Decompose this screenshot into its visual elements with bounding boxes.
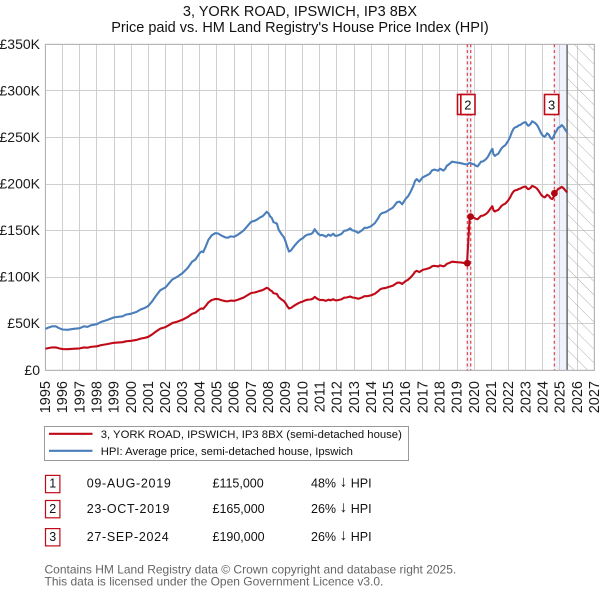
svg-text:2025: 2025 (553, 381, 569, 413)
svg-text:£350K: £350K (0, 36, 41, 52)
svg-text:3: 3 (548, 98, 555, 113)
svg-text:2: 2 (49, 502, 56, 516)
svg-text:09-AUG-2019: 09-AUG-2019 (87, 477, 172, 491)
svg-text:26% ↓ HPI: 26% ↓ HPI (311, 499, 372, 516)
svg-text:2020: 2020 (467, 381, 483, 413)
svg-text:£50K: £50K (7, 315, 40, 331)
svg-text:2013: 2013 (347, 381, 363, 413)
svg-text:Contains HM Land Registry data: Contains HM Land Registry data © Crown c… (45, 563, 457, 577)
svg-text:£150K: £150K (0, 222, 41, 238)
svg-text:£115,000: £115,000 (213, 477, 264, 491)
svg-text:2012: 2012 (330, 381, 346, 413)
svg-text:2005: 2005 (210, 381, 226, 413)
svg-text:2014: 2014 (364, 381, 380, 413)
svg-text:2024: 2024 (535, 381, 551, 413)
svg-text:3: 3 (49, 530, 56, 544)
svg-text:1: 1 (49, 477, 56, 491)
svg-text:2010: 2010 (295, 381, 311, 413)
svg-text:2: 2 (464, 98, 471, 113)
svg-text:£250K: £250K (0, 129, 41, 145)
svg-text:2018: 2018 (433, 381, 449, 413)
svg-text:26% ↓ HPI: 26% ↓ HPI (311, 527, 372, 544)
svg-text:23-OCT-2019: 23-OCT-2019 (87, 502, 170, 516)
svg-text:£300K: £300K (0, 82, 41, 98)
svg-text:HPI: Average price, semi-detac: HPI: Average price, semi-detached house,… (101, 446, 353, 458)
svg-text:2019: 2019 (450, 381, 466, 413)
svg-text:£200K: £200K (0, 176, 41, 192)
svg-text:1999: 1999 (107, 381, 123, 413)
svg-text:£100K: £100K (0, 269, 41, 285)
svg-text:£165,000: £165,000 (213, 502, 265, 516)
svg-text:48% ↓ HPI: 48% ↓ HPI (311, 474, 372, 491)
svg-text:1998: 1998 (89, 381, 105, 413)
svg-text:2022: 2022 (501, 381, 517, 413)
svg-text:2027: 2027 (587, 381, 600, 413)
svg-text:3, YORK ROAD, IPSWICH, IP3 8BX: 3, YORK ROAD, IPSWICH, IP3 8BX (183, 4, 418, 20)
svg-text:2004: 2004 (192, 381, 208, 413)
svg-text:2026: 2026 (570, 381, 586, 413)
svg-text:2015: 2015 (381, 381, 397, 413)
svg-text:1996: 1996 (55, 381, 71, 413)
svg-text:27-SEP-2024: 27-SEP-2024 (87, 530, 170, 544)
svg-text:2006: 2006 (227, 381, 243, 413)
svg-text:1997: 1997 (72, 381, 88, 413)
svg-text:This data is licensed under th: This data is licensed under the Open Gov… (45, 575, 384, 589)
svg-text:2000: 2000 (124, 381, 140, 413)
svg-text:2023: 2023 (518, 381, 534, 413)
svg-text:2016: 2016 (398, 381, 414, 413)
svg-text:2003: 2003 (175, 381, 191, 413)
svg-text:2021: 2021 (484, 381, 500, 413)
svg-text:2011: 2011 (312, 381, 328, 412)
svg-text:2002: 2002 (158, 381, 174, 413)
svg-text:2009: 2009 (278, 381, 294, 413)
svg-text:3, YORK ROAD, IPSWICH, IP3 8BX: 3, YORK ROAD, IPSWICH, IP3 8BX (semi-det… (101, 429, 402, 441)
svg-text:2008: 2008 (261, 381, 277, 413)
svg-text:2001: 2001 (141, 381, 157, 413)
svg-text:2007: 2007 (244, 381, 260, 413)
svg-text:1995: 1995 (38, 381, 54, 413)
svg-text:2017: 2017 (415, 381, 431, 413)
svg-text:£190,000: £190,000 (213, 530, 265, 544)
svg-text:£0: £0 (24, 362, 40, 378)
svg-text:Price paid vs. HM Land Registr: Price paid vs. HM Land Registry's House … (111, 20, 489, 36)
